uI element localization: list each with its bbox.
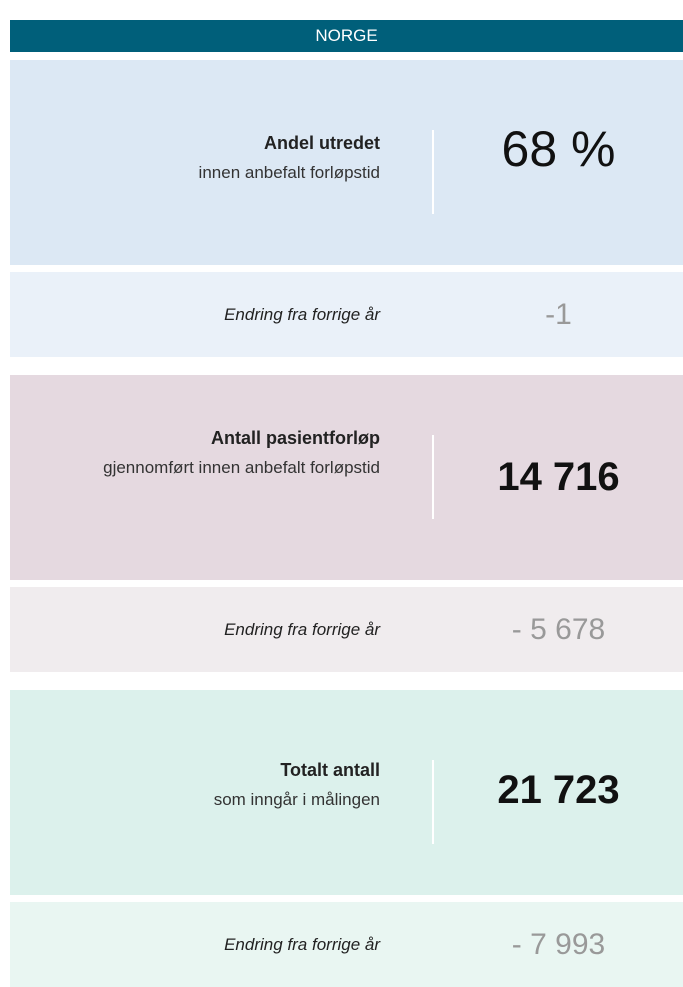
change-value: - 5 678 — [511, 612, 606, 646]
change-value: -1 — [545, 297, 572, 331]
kpi-title: Antall pasientforløp — [210, 428, 380, 448]
change-value: - 7 993 — [511, 927, 606, 961]
kpi-card: Totalt antall som inngår i målingen 21 723 — [10, 690, 683, 895]
kpi-value: 68 % — [501, 121, 616, 177]
kpi-card: Andel utredet innen anbefalt forløpstid 68… — [10, 60, 683, 265]
change-row: Endring fra forrige år -1 — [10, 272, 683, 357]
kpi-card: Antall pasientforløp gjennomført innen an… — [10, 375, 683, 580]
kpi-title: Andel utredet — [263, 133, 380, 153]
change-row: Endring fra forrige år - 7 993 — [10, 902, 683, 987]
divider — [432, 130, 434, 214]
region-header: NORGE — [10, 20, 683, 52]
kpi-value: 21 723 — [497, 768, 620, 812]
kpi-label-block: Antall pasientforløp gjennomført innen an… — [60, 423, 380, 483]
kpi-subtitle: som inngår i målingen — [213, 790, 380, 809]
change-label: Endring fra forrige år — [224, 934, 380, 954]
kpi-label-block: Totalt antall som inngår i målingen — [60, 755, 380, 815]
kpi-title: Totalt antall — [280, 760, 380, 780]
divider — [432, 760, 434, 844]
divider — [432, 435, 434, 519]
kpi-subtitle: innen anbefalt forløpstid — [198, 163, 380, 182]
kpi-subtitle: gjennomført innen anbefalt forløpstid — [103, 458, 380, 477]
kpi-label-block: Andel utredet innen anbefalt forløpstid — [60, 128, 380, 188]
change-row: Endring fra forrige år - 5 678 — [10, 587, 683, 672]
page: NORGE Andel utredet innen anbefalt forløp… — [10, 20, 683, 987]
change-label: Endring fra forrige år — [224, 304, 380, 324]
change-label: Endring fra forrige år — [224, 619, 380, 639]
kpi-value: 14 716 — [497, 455, 620, 499]
